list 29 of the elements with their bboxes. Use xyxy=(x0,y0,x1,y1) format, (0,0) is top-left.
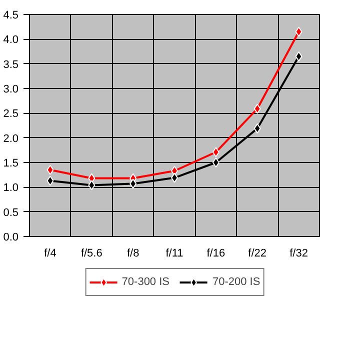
y-tick-label: 3.5 xyxy=(3,58,19,71)
legend-label: 70-200 IS xyxy=(212,276,260,288)
x-tick-label: f/32 xyxy=(290,248,308,260)
point xyxy=(46,164,54,175)
y-tick-label: 2.0 xyxy=(3,132,19,145)
point xyxy=(46,176,54,186)
y-tick-label: 1.5 xyxy=(3,158,19,170)
y-tick-label: 1.0 xyxy=(3,182,19,194)
x-tick-label: f/11 xyxy=(166,248,184,260)
x-tick-label: f/4 xyxy=(44,248,56,260)
x-tick-label: f/5.6 xyxy=(80,248,102,260)
x-tick-label: f/22 xyxy=(248,248,267,260)
y-tick-label: 0.0 xyxy=(3,232,19,244)
x-tick-label: f/8 xyxy=(126,248,140,260)
y-tick-label: 0.5 xyxy=(3,206,19,219)
point xyxy=(295,26,302,37)
point xyxy=(295,51,302,62)
x-tick-label: f/16 xyxy=(206,248,226,260)
legend-label: 70-300 IS xyxy=(122,276,170,288)
point xyxy=(254,123,261,134)
point xyxy=(212,147,220,158)
point xyxy=(88,180,96,190)
point xyxy=(254,104,261,114)
point xyxy=(212,158,220,168)
y-tick-label: 4.5 xyxy=(3,10,19,22)
y-tick-label: 3.0 xyxy=(3,84,19,96)
y-tick-label: 4.0 xyxy=(3,34,19,46)
y-tick-label: 2.5 xyxy=(3,108,19,120)
point xyxy=(130,178,137,189)
